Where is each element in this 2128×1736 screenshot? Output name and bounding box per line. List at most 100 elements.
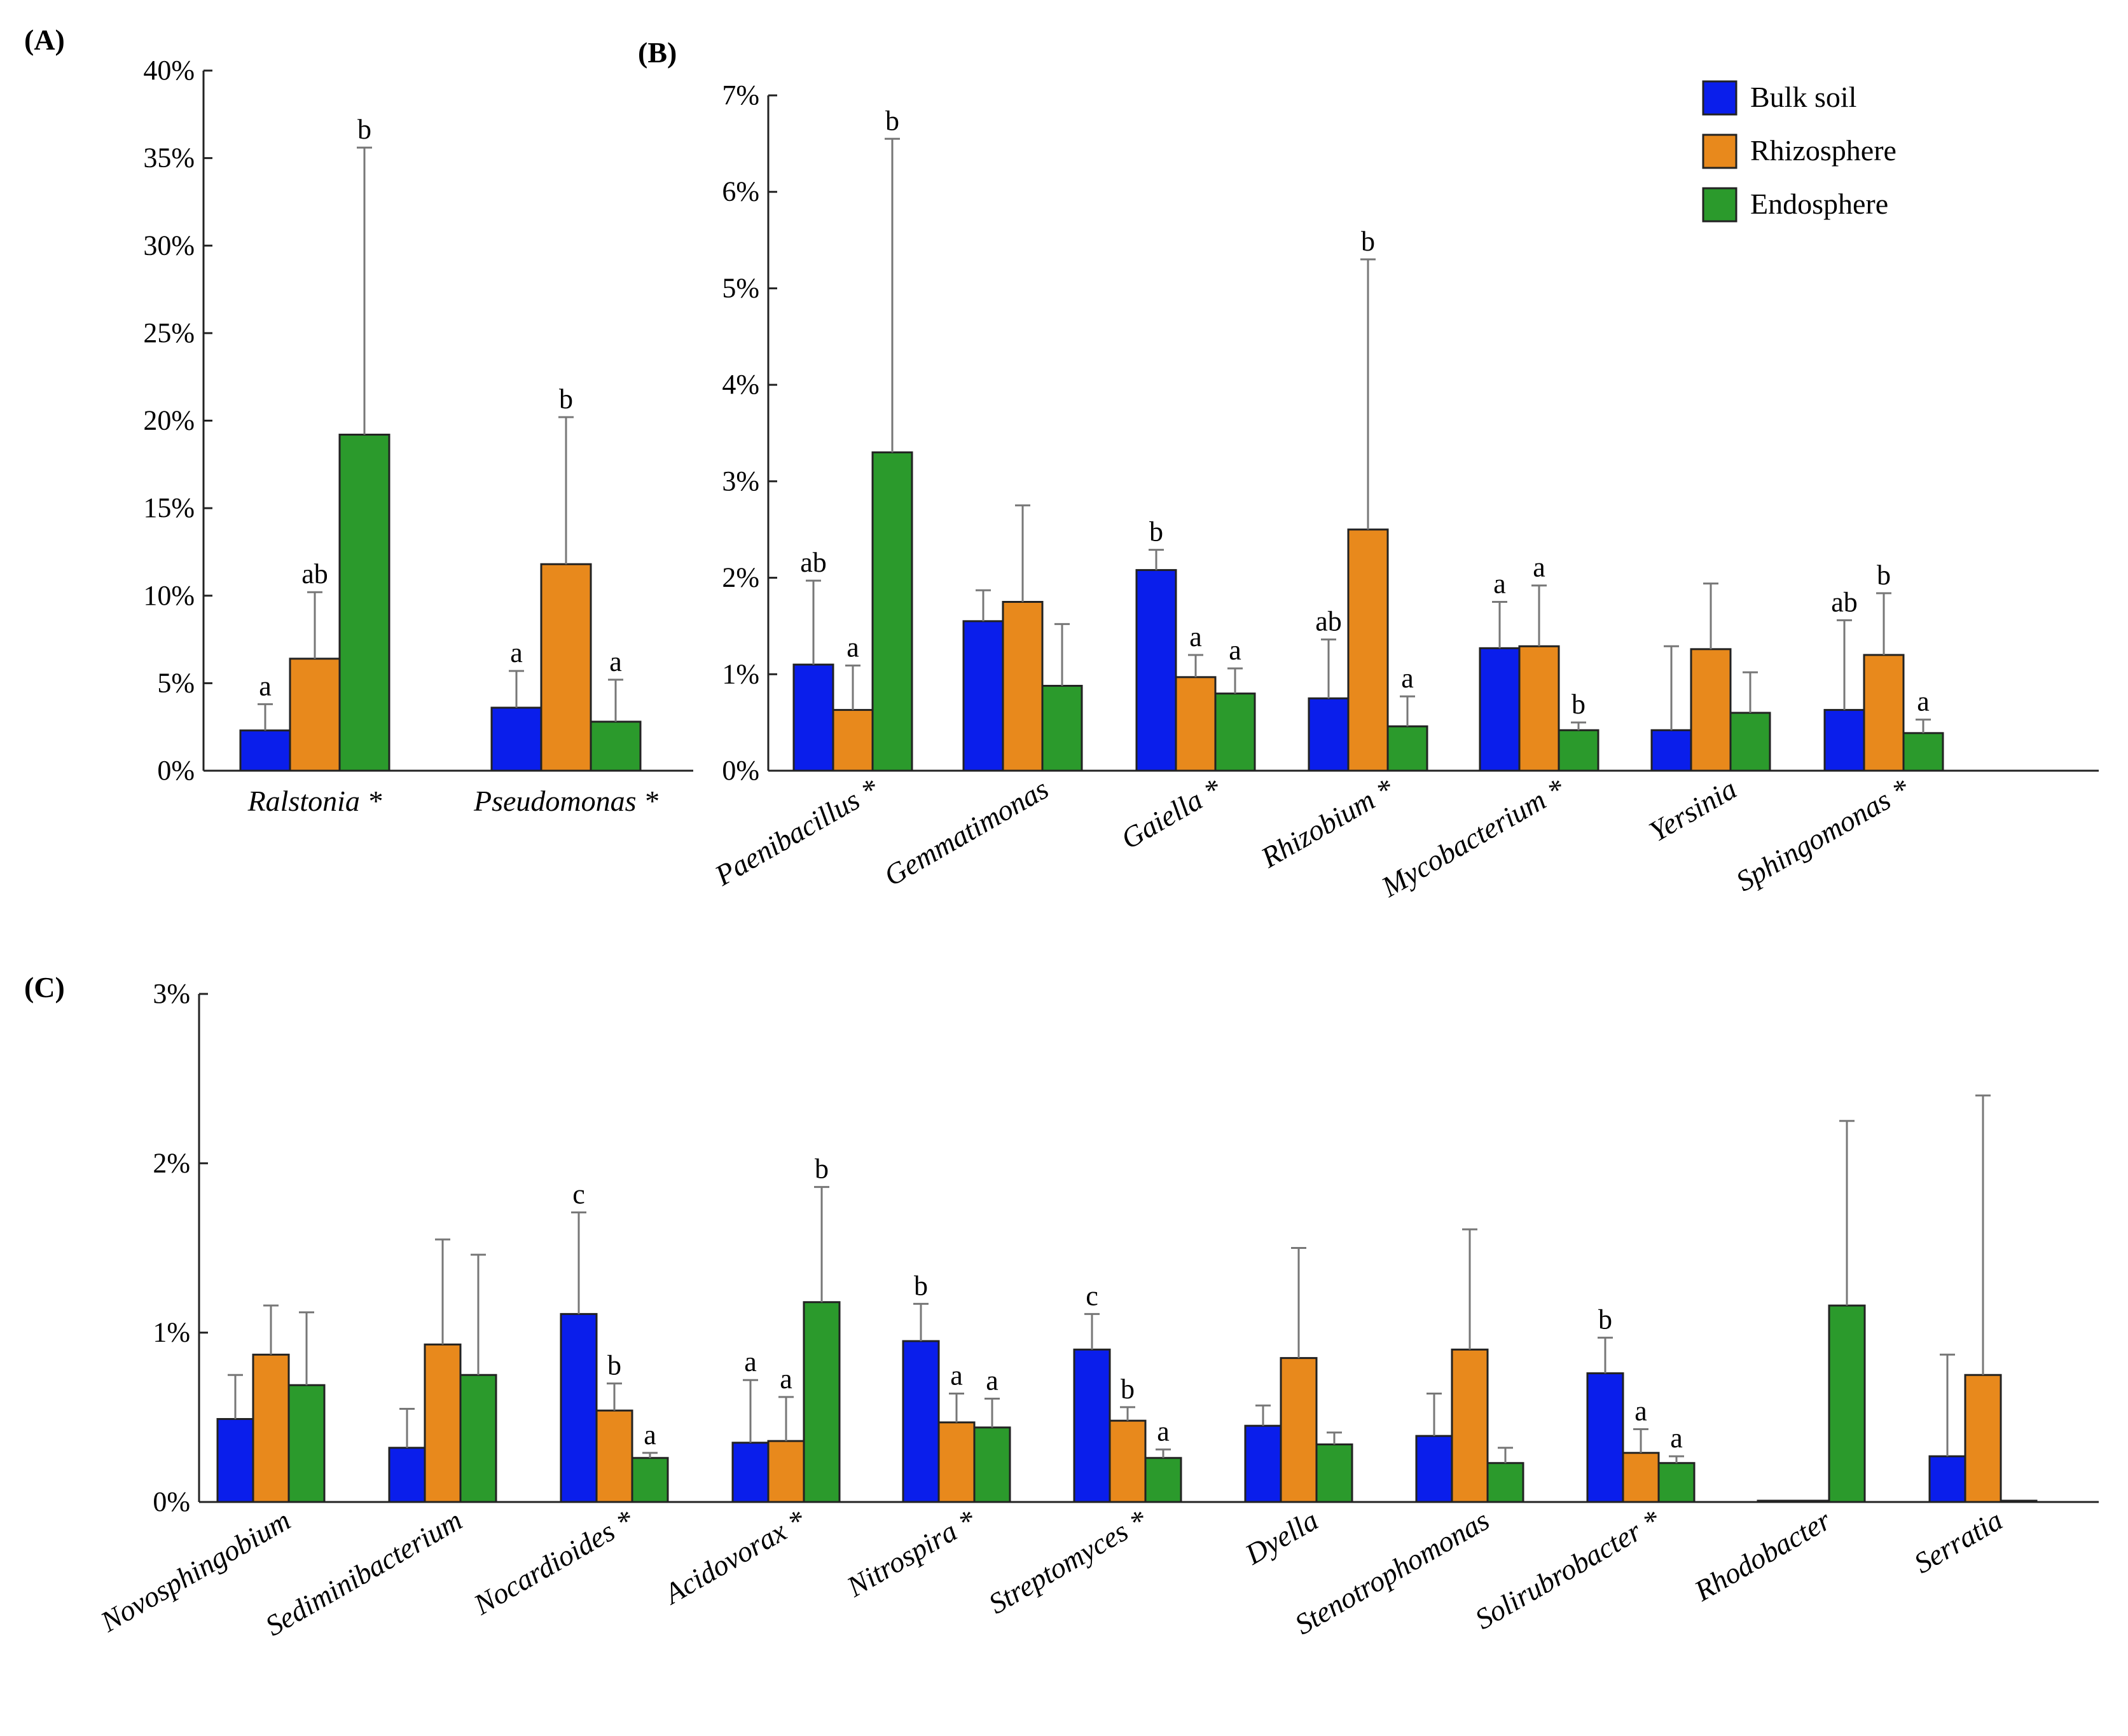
bar-bulk-soil-rhodobacter: [1757, 1499, 1795, 1503]
bar-rhizosphere-streptomyces: [1109, 1419, 1147, 1503]
panel-label: (B): [638, 36, 677, 69]
y-tick-label: 5%: [157, 667, 195, 698]
bar-bulk-soil-paenibacillus: [792, 663, 834, 772]
bar-endosphere-nocardioides: [631, 1457, 669, 1503]
y-tick-label: 3%: [153, 978, 190, 1009]
category-label: Sphingomonas *: [1731, 772, 1915, 897]
bar-rhizosphere-rhodobacter: [1792, 1499, 1830, 1503]
significance-label: a: [1634, 1395, 1647, 1426]
category-label: Rhodobacter: [1689, 1503, 1837, 1608]
bar-rhizosphere-solirubrobacter: [1622, 1452, 1660, 1503]
y-tick-label: 10%: [143, 580, 195, 611]
panel-a: (A)0%5%10%15%20%25%30%35%40%aabbRalstoni…: [24, 24, 693, 817]
bar-bulk-soil-ralstonia: [239, 729, 291, 772]
bar-endosphere-nitrospira: [973, 1426, 1011, 1503]
bar-endosphere-paenibacillus: [871, 451, 913, 772]
significance-label: a: [1401, 663, 1414, 694]
bar-rhizosphere-pseudomonas: [540, 563, 592, 772]
bar-rhizosphere-paenibacillus: [832, 708, 874, 772]
bar-rhizosphere-acidovorax: [767, 1440, 805, 1503]
legend-label-endosphere: Endosphere: [1750, 188, 1888, 220]
y-tick-label: 7%: [722, 79, 759, 111]
legend-swatch-bulk-soil: [1702, 80, 1738, 116]
bar-endosphere-rhizobium: [1386, 725, 1428, 772]
significance-label: ab: [800, 547, 827, 578]
significance-label: a: [986, 1365, 998, 1396]
y-tick-label: 25%: [143, 317, 195, 348]
bar-endosphere-pseudomonas: [590, 720, 642, 772]
bar-rhizosphere-serratia: [1964, 1374, 2002, 1503]
bar-bulk-soil-gaiella: [1135, 568, 1177, 772]
bar-rhizosphere-stenotrophomonas: [1451, 1348, 1489, 1503]
significance-label: a: [1189, 621, 1202, 652]
category-label: Acidovorax *: [657, 1503, 811, 1611]
significance-label: a: [1493, 568, 1506, 600]
bar-rhizosphere-rhizobium: [1347, 528, 1389, 772]
bar-bulk-soil-streptomyces: [1073, 1348, 1111, 1503]
y-tick-label: 30%: [143, 230, 195, 261]
bar-endosphere-gaiella: [1214, 692, 1256, 772]
significance-label: a: [1533, 552, 1545, 583]
category-label: Yersinia: [1643, 772, 1742, 848]
y-tick-label: 0%: [153, 1486, 190, 1517]
y-tick-label: 0%: [722, 755, 759, 786]
significance-label: b: [1572, 689, 1586, 720]
bar-rhizosphere-gemmatimonas: [1002, 601, 1044, 772]
bar-bulk-soil-rhizobium: [1308, 697, 1350, 772]
bar-endosphere-rhodobacter: [1828, 1304, 1866, 1503]
category-label: Solirubrobacter *: [1470, 1503, 1666, 1636]
panel-label: (A): [24, 24, 65, 56]
bar-bulk-soil-dyella: [1244, 1424, 1282, 1503]
bar-bulk-soil-serratia: [1928, 1455, 1966, 1503]
legend-swatch-endosphere: [1702, 187, 1738, 223]
y-tick-label: 15%: [143, 492, 195, 523]
significance-label: b: [914, 1270, 928, 1301]
significance-label: a: [744, 1346, 757, 1377]
legend-swatch-rhizosphere: [1702, 134, 1738, 169]
significance-label: a: [846, 632, 859, 663]
significance-label: b: [1361, 226, 1375, 257]
category-label: Streptomyces *: [983, 1503, 1152, 1620]
bar-rhizosphere-sediminibacterium: [424, 1343, 462, 1503]
y-tick-label: 2%: [722, 562, 759, 593]
significance-label: ab: [1831, 586, 1858, 617]
category-label: Pseudomonas *: [473, 785, 658, 817]
y-tick-label: 0%: [157, 755, 195, 786]
significance-label: c: [572, 1179, 585, 1210]
significance-label: b: [607, 1350, 621, 1381]
significance-label: a: [950, 1360, 963, 1391]
category-label: Nocardioides *: [468, 1503, 639, 1621]
bar-endosphere-sediminibacterium: [459, 1374, 497, 1503]
bar-bulk-soil-sediminibacterium: [388, 1447, 426, 1503]
bar-rhizosphere-sphingomonas: [1863, 654, 1905, 772]
y-tick-label: 1%: [153, 1317, 190, 1348]
category-label: Paenibacillus *: [709, 772, 884, 892]
bar-rhizosphere-novosphingobium: [252, 1353, 290, 1503]
significance-label: b: [1877, 560, 1891, 591]
bar-bulk-soil-novosphingobium: [216, 1417, 254, 1503]
significance-label: b: [357, 114, 371, 145]
bar-endosphere-sphingomonas: [1902, 732, 1944, 772]
y-tick-label: 2%: [153, 1147, 190, 1178]
significance-label: a: [1917, 686, 1930, 717]
significance-label: a: [644, 1419, 656, 1450]
y-tick-label: 6%: [722, 176, 759, 207]
significance-label: ab: [1315, 606, 1342, 637]
bar-endosphere-gemmatimonas: [1041, 684, 1083, 772]
bar-bulk-soil-stenotrophomonas: [1415, 1435, 1453, 1503]
significance-label: ab: [301, 558, 328, 589]
legend: Bulk soil Rhizosphere Endosphere: [1702, 80, 1897, 223]
bar-endosphere-mycobacterium: [1558, 729, 1599, 772]
panel-c: (C)0%1%2%3%NovosphingobiumSediminibacter…: [24, 971, 2099, 1642]
bar-bulk-soil-pseudomonas: [490, 706, 542, 772]
bar-rhizosphere-mycobacterium: [1518, 645, 1560, 772]
significance-label: a: [259, 670, 272, 701]
bar-endosphere-yersinia: [1729, 712, 1771, 772]
panel-label: (C): [24, 971, 65, 1003]
significance-label: a: [1670, 1423, 1683, 1454]
y-tick-label: 1%: [722, 658, 759, 689]
significance-label: a: [780, 1363, 792, 1395]
bar-endosphere-stenotrophomonas: [1486, 1462, 1524, 1503]
significance-label: b: [815, 1154, 829, 1185]
